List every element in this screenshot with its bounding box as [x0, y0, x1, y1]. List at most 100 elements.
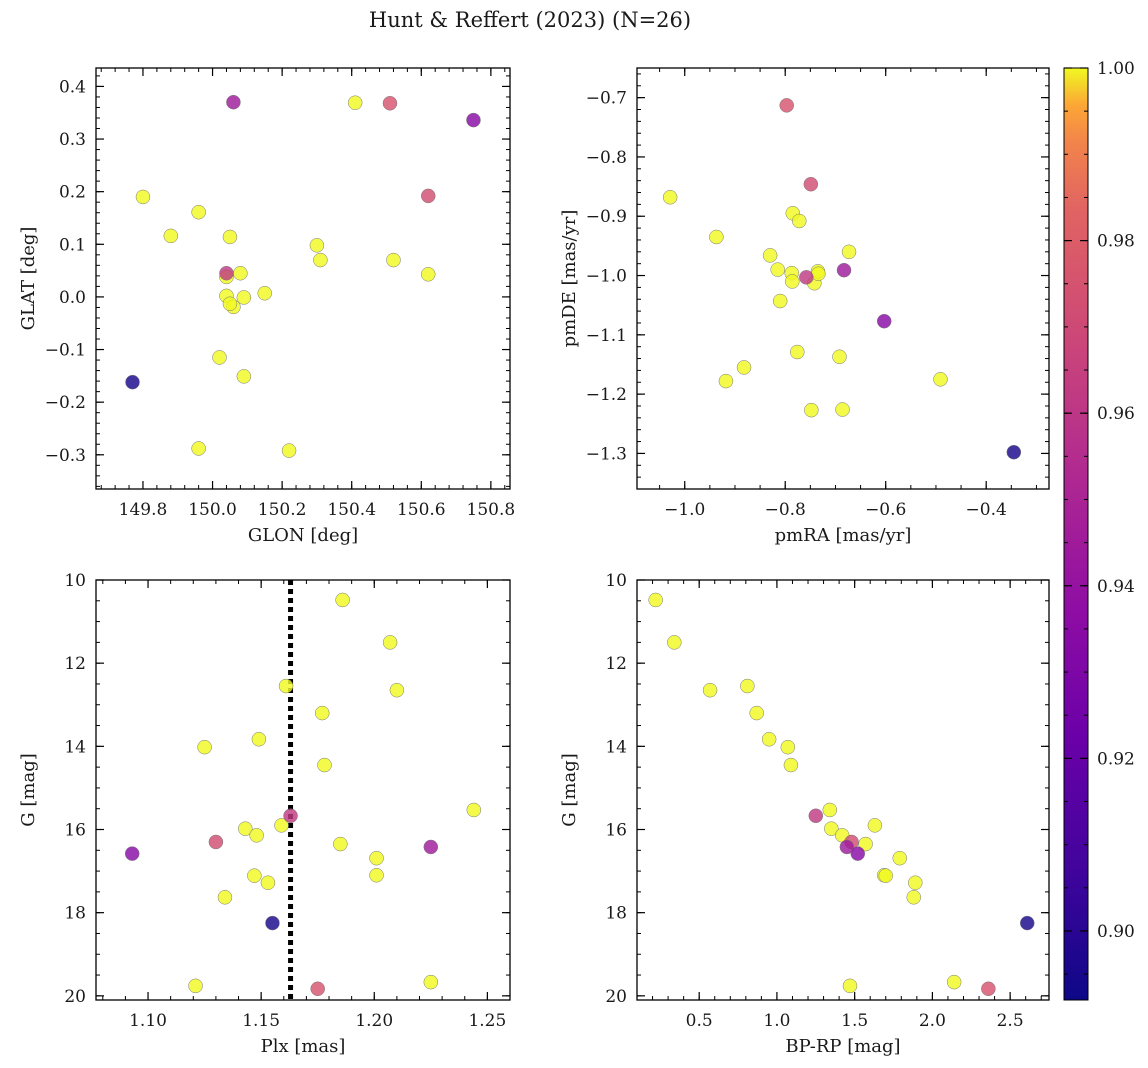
data-point: [762, 248, 778, 263]
x-tick-label: 1.20: [355, 1011, 393, 1031]
data-point: [780, 739, 796, 755]
plot-frame: [636, 67, 1050, 490]
data-point: [785, 274, 800, 289]
x-tick-label: 1.0: [763, 1011, 790, 1031]
data-point: [783, 757, 799, 773]
data-point: [236, 290, 252, 305]
data-point: [749, 705, 764, 721]
data-point: [317, 757, 332, 773]
panel-proper-motion: −1.0 −0.8 −0.6 −0.4 −1.3 −1.2 −1.1 −1.0 −0.9 −0.8…: [559, 67, 1050, 546]
x-tick-label: 150.4: [327, 500, 376, 520]
y-tick-label: 20: [64, 987, 86, 1007]
data-point: [188, 978, 203, 994]
data-point: [347, 95, 363, 110]
data-point: [740, 678, 755, 694]
data-point: [369, 867, 384, 883]
x-axis-label: GLON [deg]: [248, 525, 358, 546]
colorbar: 0.90 0.92 0.94 0.96 0.98 1.00: [1063, 59, 1135, 1001]
data-point: [466, 802, 482, 818]
y-tick-label: −0.3: [45, 446, 86, 466]
y-tick-label: 0.2: [59, 183, 86, 203]
data-point: [382, 635, 398, 650]
y-tick-label: 0.4: [59, 77, 86, 97]
data-point: [1006, 444, 1022, 460]
data-point: [842, 978, 858, 994]
data-point: [238, 821, 253, 836]
x-axis-label: Plx [mas]: [261, 1036, 346, 1057]
data-point: [191, 441, 206, 456]
y-tick-label: −1.1: [586, 326, 627, 346]
data-point: [247, 868, 262, 883]
data-point: [662, 190, 678, 205]
y-tick-label: −1.0: [586, 267, 627, 287]
data-point: [946, 974, 962, 990]
data-point: [667, 635, 682, 650]
panel-glon-glat: 149.8 150.0 150.2 150.4 150.6 150.8 −0.3 −0.2 −0…: [18, 67, 516, 546]
data-point: [236, 369, 252, 384]
data-point: [878, 868, 894, 883]
colorbar-tick-label: 0.96: [1097, 404, 1135, 424]
data-point: [892, 850, 907, 866]
data-point: [233, 265, 248, 281]
y-tick-label: −1.2: [586, 385, 627, 405]
data-point: [222, 229, 238, 245]
data-point: [265, 915, 280, 931]
data-point: [423, 839, 439, 855]
y-tick-label: −0.2: [45, 393, 86, 413]
data-point: [420, 188, 436, 204]
data-point: [906, 890, 921, 905]
y-tick-label: 12: [64, 654, 86, 674]
data-point: [702, 682, 718, 698]
x-tick-label: 0.5: [686, 1011, 713, 1031]
y-axis-label: pmDE [mas/yr]: [559, 210, 580, 348]
y-tick-label: 18: [605, 904, 627, 924]
y-tick-label: 16: [605, 821, 627, 841]
data-point: [858, 836, 873, 852]
colorbar-tick-label: 0.94: [1097, 577, 1135, 597]
data-point: [836, 262, 852, 278]
x-axis-label: BP-RP [mag]: [785, 1036, 900, 1057]
data-point: [191, 204, 206, 220]
x-tick-label: 150.0: [188, 500, 237, 520]
x-tick-label: 1.5: [841, 1011, 868, 1031]
x-tick-label: −0.4: [966, 500, 1007, 520]
y-tick-label: −0.8: [586, 148, 627, 168]
data-point: [790, 344, 805, 360]
x-tick-label: −0.6: [865, 500, 906, 520]
y-tick-label: −0.7: [586, 89, 627, 109]
data-point: [822, 802, 838, 818]
y-tick-label: 12: [605, 654, 627, 674]
data-point: [125, 374, 140, 390]
data-point: [249, 828, 264, 843]
colorbar-tick-label: 0.92: [1097, 749, 1135, 769]
data-point: [382, 96, 398, 111]
data-point: [260, 875, 276, 890]
data-point: [841, 244, 857, 260]
data-point: [389, 682, 405, 698]
y-tick-label: 18: [64, 904, 86, 924]
x-tick-label: 150.8: [467, 500, 516, 520]
x-tick-label: 2.0: [919, 1011, 946, 1031]
data-point: [335, 592, 350, 608]
data-point: [226, 94, 241, 110]
data-point: [770, 262, 785, 277]
data-point: [908, 875, 923, 890]
data-point: [824, 821, 839, 836]
data-point: [251, 732, 267, 747]
data-point: [709, 229, 724, 245]
figure-title: Hunt & Reffert (2023) (N=26): [369, 8, 691, 32]
y-tick-label: 10: [64, 571, 86, 591]
y-tick-label: 14: [64, 737, 86, 757]
data-point: [850, 846, 866, 861]
data-point: [135, 189, 151, 205]
data-point: [219, 265, 234, 281]
data-point: [876, 313, 892, 329]
data-point: [212, 350, 227, 365]
data-point: [772, 293, 788, 309]
data-point: [648, 592, 663, 608]
x-tick-label: 149.8: [119, 500, 168, 520]
data-point: [779, 98, 794, 113]
data-point: [761, 732, 777, 747]
data-point: [310, 981, 325, 997]
